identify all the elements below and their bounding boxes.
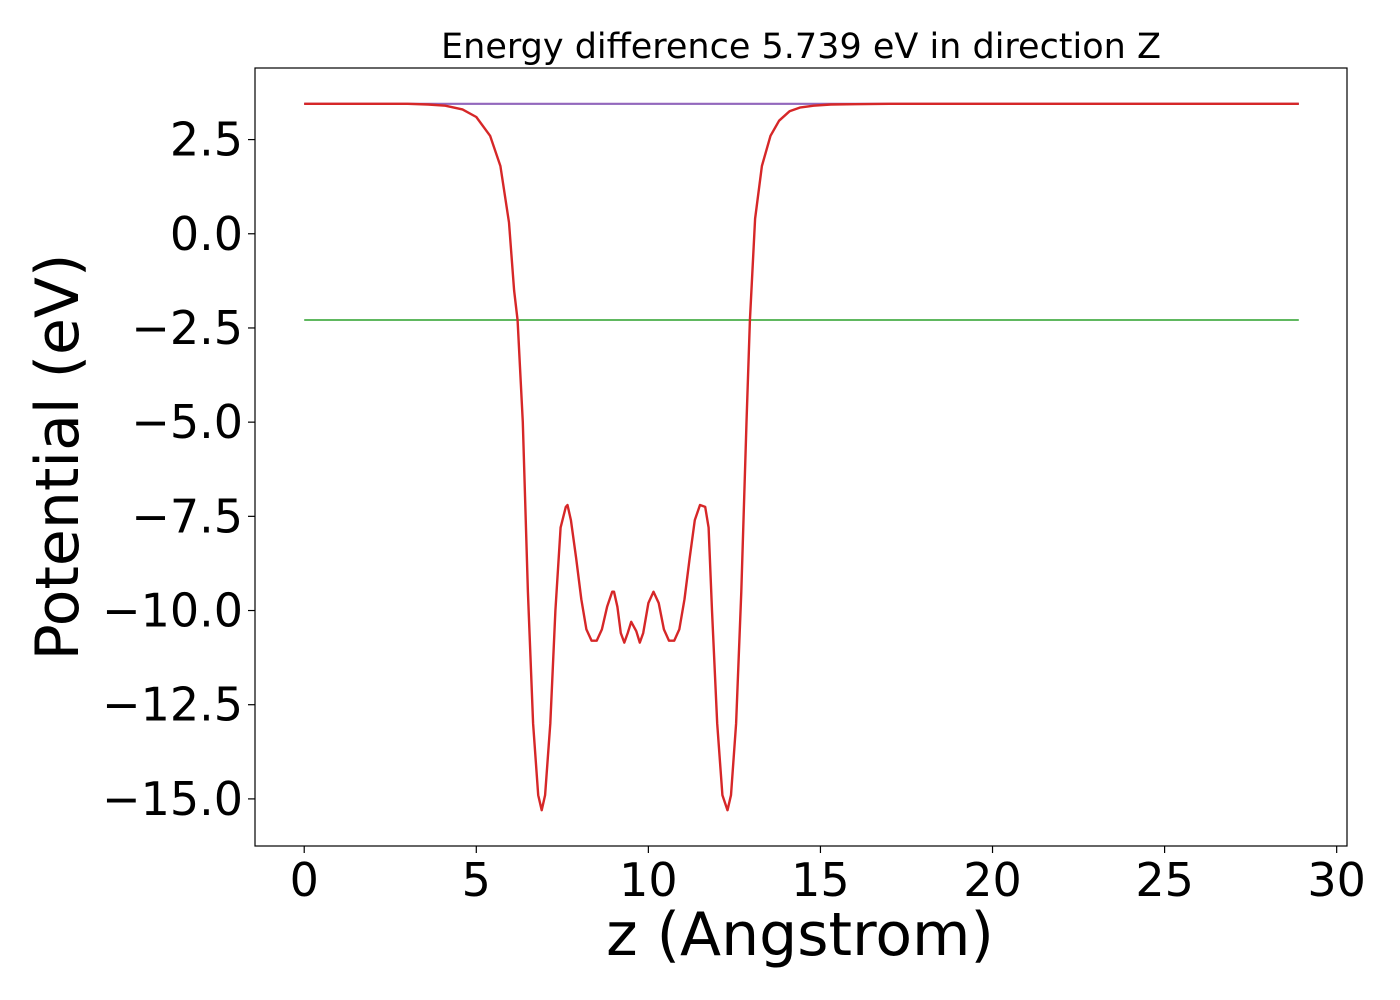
y-tick-label: 2.5 <box>170 113 243 167</box>
x-tick-label: 20 <box>963 853 1022 907</box>
x-tick-label: 10 <box>619 853 678 907</box>
y-tick-label: −10.0 <box>102 584 243 638</box>
y-tick-label: −12.5 <box>102 678 243 732</box>
y-tick-label: 0.0 <box>170 207 243 261</box>
y-axis-ticks: 2.5 0.0 −2.5 −5.0 −7.5 −10.0 −12.5 −15.0 <box>102 113 255 826</box>
y-tick-label: −2.5 <box>131 301 243 355</box>
plot-area <box>254 67 1348 847</box>
y-tick-label: −7.5 <box>131 489 243 543</box>
x-tick-label: 5 <box>462 853 491 907</box>
x-tick-label: 15 <box>791 853 850 907</box>
y-axis-title: Potential (eV) <box>23 254 93 661</box>
y-tick-label: −15.0 <box>102 772 243 826</box>
x-tick-label: 0 <box>290 853 319 907</box>
y-tick-label: −5.0 <box>131 395 243 449</box>
x-tick-label: 30 <box>1307 853 1366 907</box>
chart-title: Energy difference 5.739 eV in direction … <box>441 27 1161 67</box>
plot-frame <box>254 67 1348 847</box>
x-axis-title: z (Angstrom) <box>606 900 994 970</box>
series-group <box>304 102 1299 812</box>
x-axis-ticks: 0 5 10 15 20 25 30 <box>290 846 1366 907</box>
x-tick-label: 25 <box>1135 853 1194 907</box>
series-line-4 <box>304 102 1299 812</box>
